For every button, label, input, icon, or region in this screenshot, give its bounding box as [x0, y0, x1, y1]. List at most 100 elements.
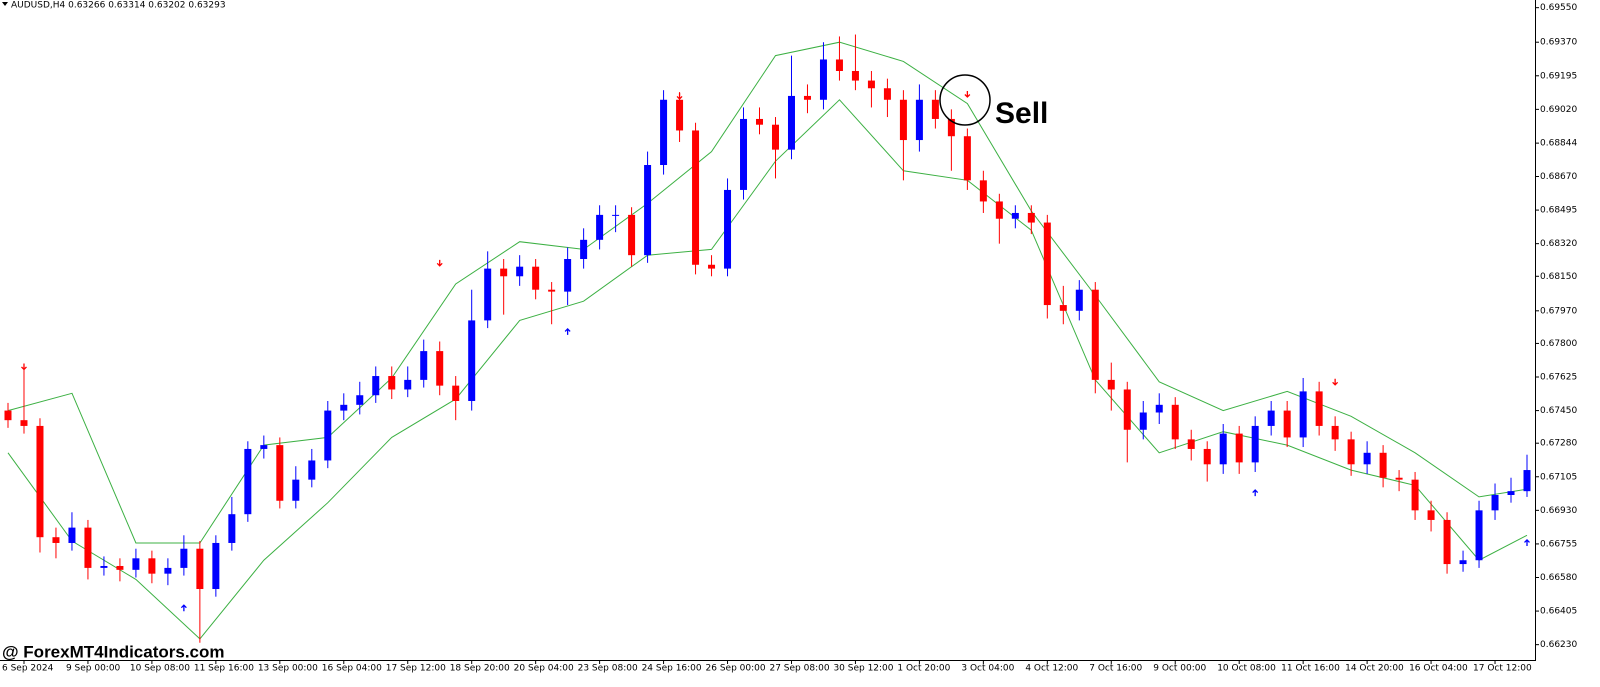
x-tick-label: 17 Oct 12:00: [1473, 664, 1532, 674]
candle-body: [1363, 452, 1371, 465]
x-tick-label: 16 Sep 04:00: [322, 664, 382, 674]
candle-body: [1219, 433, 1227, 465]
candle-body: [612, 214, 620, 216]
candle-body: [1283, 410, 1291, 438]
y-tick-label: 0.67280: [1540, 439, 1577, 449]
candle-body: [771, 124, 779, 150]
x-tick-label: 10 Oct 08:00: [1217, 664, 1276, 674]
candle-body: [724, 189, 732, 269]
candle-body: [819, 59, 827, 100]
candle-body: [692, 130, 700, 265]
y-tick-label: 0.69195: [1540, 71, 1577, 81]
candle-body: [340, 404, 348, 411]
candle-body: [500, 268, 508, 277]
plot-area: [4, 34, 1531, 643]
candle-body: [1075, 289, 1083, 311]
x-tick-label: 24 Sep 16:00: [642, 664, 702, 674]
candle-body: [1523, 470, 1531, 492]
candle-body: [84, 527, 92, 568]
y-tick-label: 0.68844: [1540, 139, 1577, 149]
y-tick-label: 0.68320: [1540, 239, 1577, 249]
candle-body: [979, 180, 987, 202]
y-tick-label: 0.66580: [1540, 573, 1577, 583]
y-tick-label: 0.68150: [1540, 272, 1577, 282]
y-tick-label: 0.68495: [1540, 206, 1577, 216]
candle-body: [1315, 391, 1323, 426]
candle-body: [708, 264, 716, 269]
y-tick-label: 0.67970: [1540, 306, 1577, 316]
candle-body: [52, 537, 60, 543]
candle-body: [420, 351, 428, 380]
signal-arrow: [676, 92, 683, 100]
candle-body: [1459, 560, 1467, 565]
x-tick-label: 4 Oct 12:00: [1025, 664, 1078, 674]
x-tick-label: 14 Oct 20:00: [1345, 664, 1404, 674]
candle-body: [164, 567, 172, 574]
candle-body: [947, 118, 955, 137]
candle-body: [1507, 491, 1515, 495]
x-tick-label: 30 Sep 12:00: [833, 664, 893, 674]
candle-body: [1059, 305, 1067, 311]
candle-body: [196, 548, 204, 590]
candle-body: [1027, 212, 1035, 223]
candle-body: [20, 420, 28, 426]
y-tick-label: 0.69550: [1540, 3, 1577, 13]
signal-arrow: [180, 604, 187, 612]
x-tick-label: 23 Sep 08:00: [578, 664, 638, 674]
x-tick-label: 11 Oct 16:00: [1281, 664, 1340, 674]
candle-body: [1139, 412, 1147, 430]
candle-body: [580, 239, 588, 260]
candle-body: [867, 80, 875, 89]
candle-body: [1155, 404, 1163, 413]
x-tick-label: 26 Sep 00:00: [706, 664, 766, 674]
candle-body: [404, 379, 412, 390]
header: AUDUSD,H4 0.63266 0.63314 0.63202 0.6329…: [11, 1, 226, 11]
x-tick-label: 27 Sep 08:00: [769, 664, 829, 674]
candle-body: [1427, 510, 1435, 520]
candle-body: [851, 70, 859, 81]
candle-body: [36, 425, 44, 538]
candle-body: [452, 385, 460, 401]
candle-body: [260, 445, 268, 449]
y-tick-label: 0.67625: [1540, 373, 1577, 383]
y-tick-label: 0.67800: [1540, 339, 1577, 349]
x-tick-label: 11 Sep 16:00: [194, 664, 254, 674]
candle-body: [1267, 410, 1275, 426]
candle-body: [1331, 425, 1339, 440]
candle-body: [1475, 510, 1483, 561]
sell-annotation: Sell: [995, 97, 1048, 130]
x-tick-label: 20 Sep 04:00: [514, 664, 574, 674]
x-tick-label: 16 Oct 04:00: [1409, 664, 1468, 674]
candle-body: [180, 548, 188, 568]
candle-body: [899, 99, 907, 141]
watermark: @ ForexMT4Indicators.com: [2, 642, 225, 661]
candle-body: [1395, 477, 1403, 480]
candle-body: [835, 59, 843, 71]
signal-arrow: [964, 91, 971, 98]
candle-body: [1251, 425, 1259, 463]
candle-body: [308, 460, 316, 480]
candle-body: [883, 88, 891, 100]
candle-body: [468, 320, 476, 401]
y-tick-label: 0.66405: [1540, 607, 1577, 617]
candle-body: [803, 95, 811, 100]
candle-body: [564, 259, 572, 292]
x-tick-label: 18 Sep 20:00: [450, 664, 510, 674]
candle-body: [116, 565, 124, 570]
signal-arrow: [21, 363, 27, 371]
candle-body: [212, 542, 220, 590]
candle-body: [436, 351, 444, 386]
x-tick-label: 3 Oct 04:00: [961, 664, 1014, 674]
header-triangle: [2, 2, 8, 6]
candle-body: [1171, 404, 1179, 440]
candle-body: [787, 95, 795, 150]
x-tick-label: 1 Oct 20:00: [897, 664, 950, 674]
candle-body: [532, 266, 540, 290]
candle-body: [915, 99, 923, 141]
y-tick-label: 0.68670: [1540, 172, 1577, 182]
candle-body: [644, 165, 652, 256]
candle-body: [132, 558, 140, 570]
x-tick-label: 7 Oct 16:00: [1089, 664, 1142, 674]
candle-body: [1411, 479, 1419, 511]
candle-body: [372, 376, 380, 396]
